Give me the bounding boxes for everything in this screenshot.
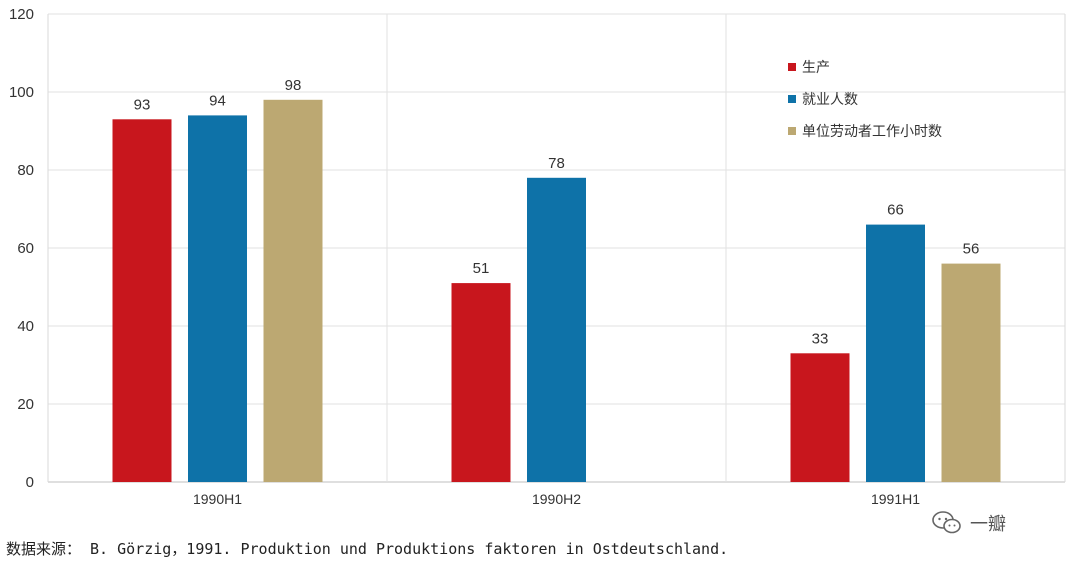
legend-label: 生产 — [802, 60, 830, 76]
bar — [451, 283, 511, 482]
data-label: 78 — [548, 155, 565, 172]
bar — [263, 99, 323, 483]
y-axis: 0 20 40 60 80 100 120 — [9, 6, 34, 491]
bar — [188, 115, 247, 483]
watermark-text: 一瓣 — [970, 514, 1006, 535]
x-tick-label: 1990H1 — [193, 491, 242, 507]
data-label: 56 — [963, 241, 980, 258]
source-note: 数据来源： B. Görzig，1991. Produktion und Pro… — [6, 540, 729, 558]
y-tick-label: 40 — [17, 318, 34, 335]
y-tick-label: 100 — [9, 84, 34, 101]
wechat-icon — [932, 511, 961, 534]
bar — [941, 263, 1001, 482]
legend-label: 就业人数 — [802, 92, 858, 108]
data-label: 33 — [812, 330, 829, 347]
y-tick-label: 80 — [17, 162, 34, 179]
legend-swatch — [788, 95, 796, 103]
bar — [866, 224, 925, 482]
x-tick-label: 1991H1 — [871, 491, 920, 507]
y-tick-label: 60 — [17, 240, 34, 257]
watermark: 一瓣 — [932, 510, 1006, 536]
bar — [790, 353, 850, 482]
data-label: 66 — [887, 202, 904, 219]
legend-label: 单位劳动者工作小时数 — [802, 124, 942, 140]
x-axis: 1990H1 1990H2 1991H1 — [193, 491, 920, 507]
bars: 93 94 98 51 78 33 66 56 — [112, 77, 1001, 483]
data-label: 94 — [209, 92, 226, 109]
data-label: 51 — [473, 260, 490, 277]
bar — [112, 119, 172, 483]
legend-swatch — [788, 63, 796, 71]
y-tick-label: 20 — [17, 396, 34, 413]
legend-swatch — [788, 127, 796, 135]
y-tick-label: 120 — [9, 6, 34, 23]
bar — [527, 177, 586, 483]
x-tick-label: 1990H2 — [532, 491, 581, 507]
data-label: 98 — [285, 77, 302, 94]
data-label: 93 — [134, 96, 151, 113]
y-tick-label: 0 — [26, 474, 34, 491]
